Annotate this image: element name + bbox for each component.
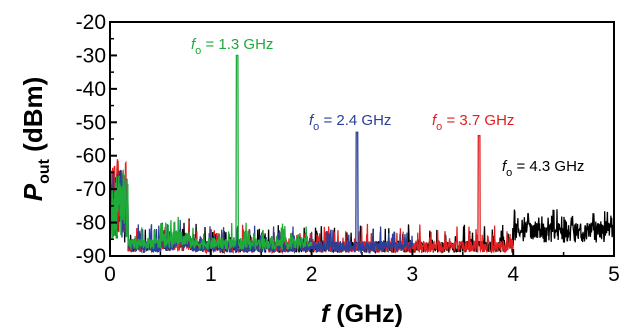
x-axis-label: f (GHz) — [321, 300, 403, 328]
x-axis-ticks: 0 1 2 3 4 5 — [104, 249, 620, 286]
y-axis-label: Pout (dBm) — [18, 77, 53, 202]
peak-label: fo = 3.7 GHz — [432, 112, 514, 133]
spectrum-traces — [109, 54, 615, 255]
y-tick-label: -90 — [76, 245, 106, 268]
y-tick-label: -30 — [76, 44, 106, 67]
axis-labels: f (GHz) Pout (dBm) — [18, 77, 403, 328]
y-tick-label: -60 — [76, 145, 106, 168]
y-tick-label: -70 — [76, 178, 106, 201]
y-tick-label: -50 — [76, 111, 106, 134]
x-tick-label: 5 — [608, 263, 620, 286]
y-tick-label: -80 — [76, 212, 106, 235]
x-tick-label: 2 — [306, 263, 318, 286]
x-tick-label: 3 — [407, 263, 419, 286]
spectrum-trace-1-26-ghz — [109, 54, 313, 251]
y-tick-label: -20 — [76, 11, 106, 34]
peak-annotations: fo = 4.3 GHz fo = 3.7 GHz fo = 2.4 GHz fo =… — [191, 36, 584, 179]
peak-label: fo = 1.3 GHz — [191, 36, 273, 57]
peak-label: fo = 2.4 GHz — [309, 112, 391, 133]
peak-label: fo = 4.3 GHz — [502, 158, 584, 179]
y-axis-ticks: -20 -30 -40 -50 -60 -70 -80 -90 — [76, 11, 117, 268]
y-tick-label: -40 — [76, 78, 106, 101]
x-tick-label: 4 — [507, 263, 519, 286]
x-tick-label: 1 — [205, 263, 217, 286]
x-tick-label: 0 — [104, 263, 116, 286]
